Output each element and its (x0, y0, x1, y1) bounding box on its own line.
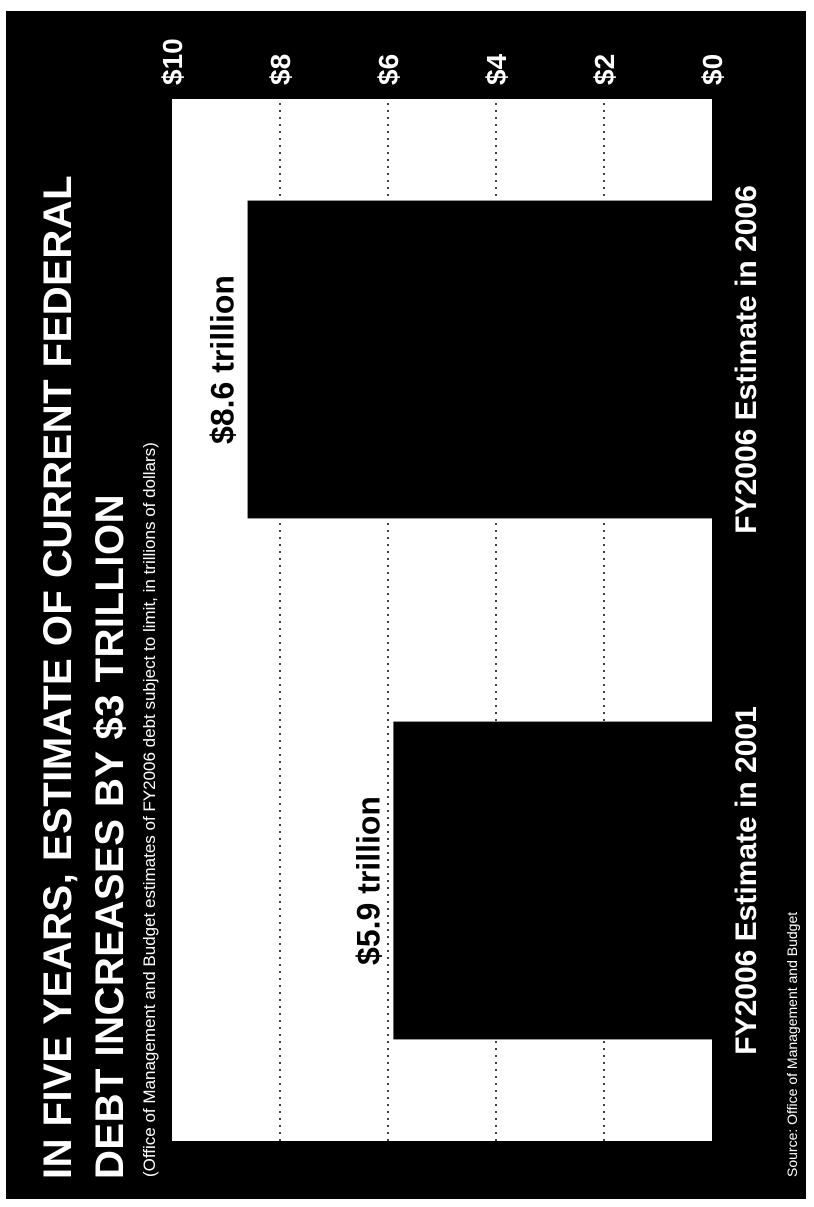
x-category-label: FY2006 Estimate in 2006 (730, 185, 763, 534)
bar-data-label: $5.9 trillion (350, 796, 386, 965)
y-tick-label: $6 (373, 54, 404, 85)
bar (247, 200, 712, 519)
y-tick-label: $2 (589, 54, 620, 85)
y-tick-label: $10 (157, 38, 188, 85)
chart-panel: IN FIVE YEARS, ESTIMATE OF CURRENT FEDER… (6, 11, 806, 1199)
x-category-label: FY2006 Estimate in 2001 (730, 706, 763, 1055)
bar-chart: $5.9 trillion FY2006 Estimate in 2001 $8.6… (157, 38, 763, 1141)
y-tick-label: $8 (265, 54, 296, 85)
bar-data-label: $8.6 trillion (205, 275, 241, 444)
source-note: Source: Office of Management and Budget (784, 911, 800, 1177)
y-tick-label: $0 (697, 54, 728, 85)
bar (393, 721, 712, 1040)
y-tick-label: $4 (481, 53, 512, 85)
